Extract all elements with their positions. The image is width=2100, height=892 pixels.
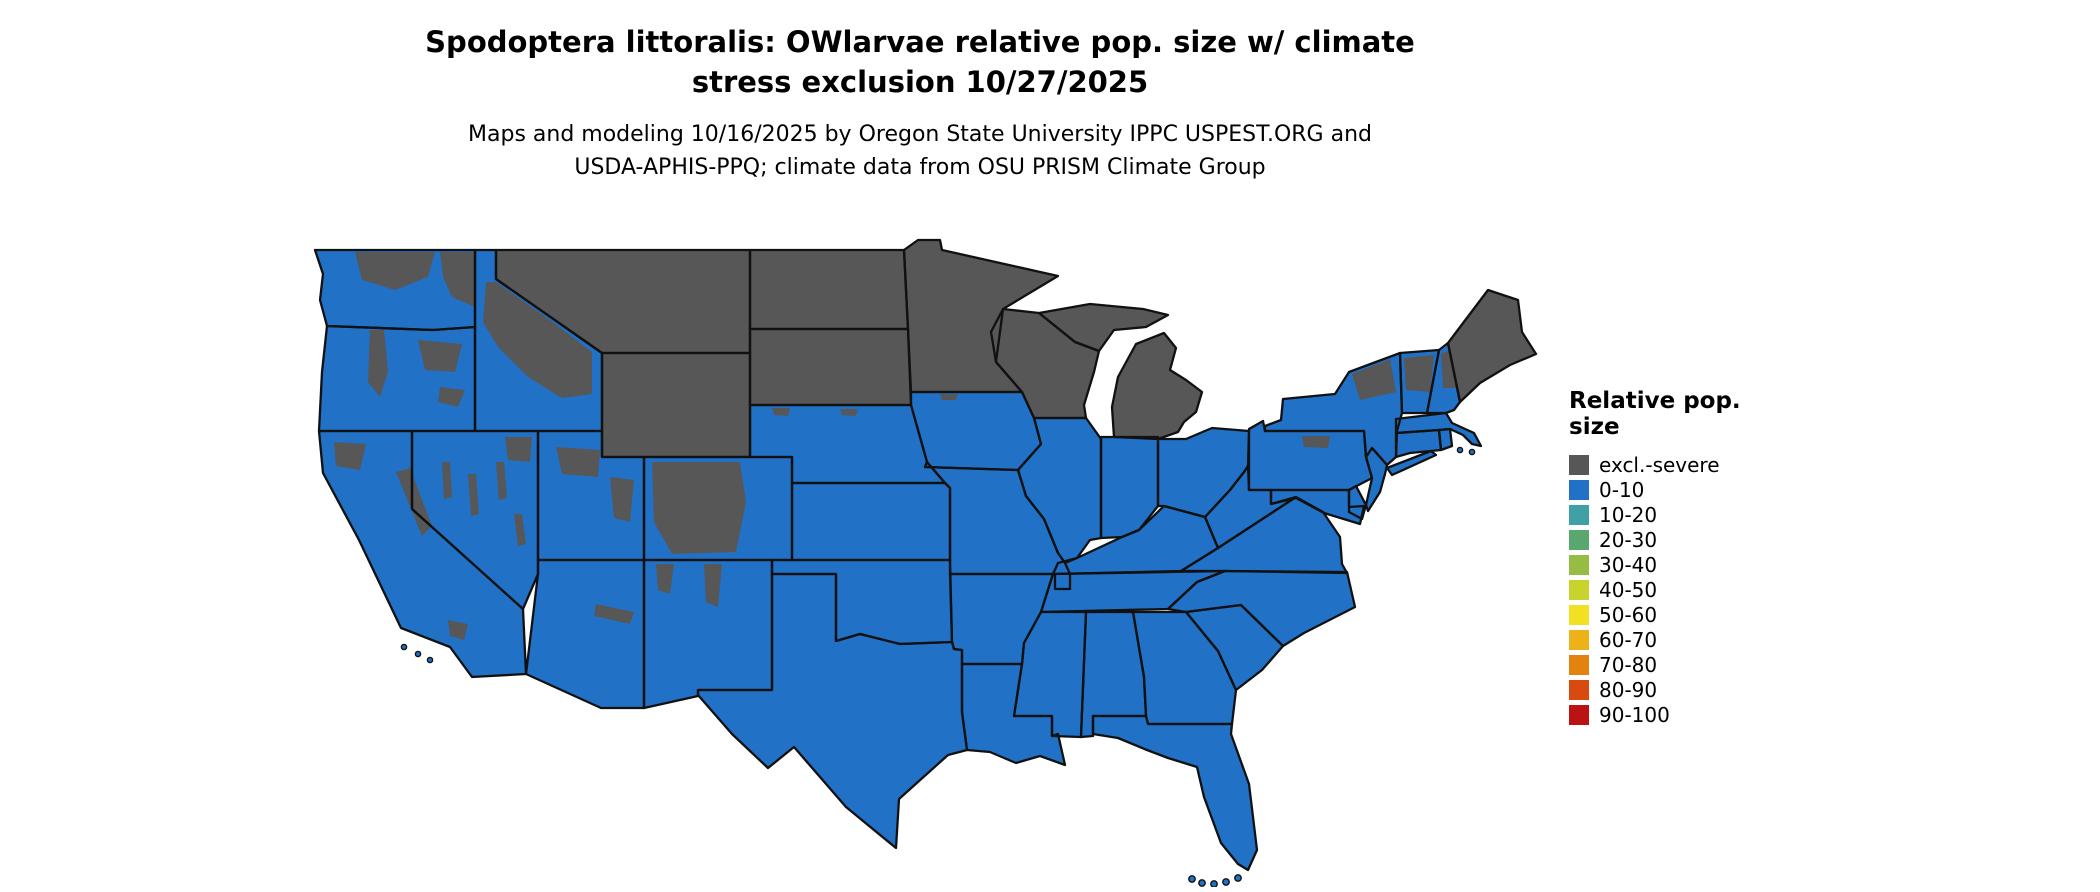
legend-label: 30-40 <box>1599 552 1658 577</box>
legend-item: excl.-severe <box>1569 452 1799 477</box>
legend-item: 80-90 <box>1569 677 1799 702</box>
page-subtitle-line1: Maps and modeling 10/16/2025 by Oregon S… <box>468 122 1372 148</box>
legend-label: 10-20 <box>1599 502 1658 527</box>
us-map <box>313 238 1538 888</box>
page-subtitle: Maps and modeling 10/16/2025 by Oregon S… <box>300 118 1540 184</box>
legend-item: 0-10 <box>1569 477 1799 502</box>
legend-label: 90-100 <box>1599 702 1670 727</box>
legend-item: 70-80 <box>1569 652 1799 677</box>
legend-label: 70-80 <box>1599 652 1658 677</box>
legend-title: Relative pop. size <box>1569 388 1741 440</box>
legend-swatch-60-70 <box>1569 629 1589 650</box>
legend-item: 40-50 <box>1569 577 1799 602</box>
legend-label: 60-70 <box>1599 627 1658 652</box>
map-legend: Relative pop. size excl.-severe 0-10 10-… <box>1569 388 1799 727</box>
legend-item: 10-20 <box>1569 502 1799 527</box>
map-canvas <box>300 222 1540 888</box>
map-header: Spodoptera littoralis: OWlarvae relative… <box>300 22 1540 184</box>
legend-label: 80-90 <box>1599 677 1658 702</box>
legend-swatch-80-90 <box>1569 679 1589 700</box>
exclusion-patches <box>334 252 1456 640</box>
page-title-line1: Spodoptera littoralis: OWlarvae relative… <box>425 25 1415 59</box>
legend-swatch-20-30 <box>1569 529 1589 550</box>
legend-swatch-10-20 <box>1569 504 1589 525</box>
legend-swatch-50-60 <box>1569 604 1589 625</box>
legend-swatch-excl-severe <box>1569 454 1589 475</box>
page-subtitle-line2: USDA-APHIS-PPQ; climate data from OSU PR… <box>574 155 1266 181</box>
legend-item: 50-60 <box>1569 602 1799 627</box>
legend-label: 0-10 <box>1599 477 1645 502</box>
legend-item: 60-70 <box>1569 627 1799 652</box>
coastal-islands <box>400 446 1476 888</box>
legend-swatch-30-40 <box>1569 554 1589 575</box>
legend-label: 50-60 <box>1599 602 1658 627</box>
legend-swatch-0-10 <box>1569 479 1589 500</box>
legend-item: 20-30 <box>1569 527 1799 552</box>
legend-item: 30-40 <box>1569 552 1799 577</box>
legend-swatch-40-50 <box>1569 579 1589 600</box>
legend-swatch-70-80 <box>1569 654 1589 675</box>
legend-item: 90-100 <box>1569 702 1799 727</box>
page-title: Spodoptera littoralis: OWlarvae relative… <box>300 22 1540 102</box>
legend-label: 20-30 <box>1599 527 1658 552</box>
legend-label: excl.-severe <box>1599 452 1720 477</box>
legend-label: 40-50 <box>1599 577 1658 602</box>
page-title-line2: stress exclusion 10/27/2025 <box>691 65 1149 100</box>
legend-swatch-90-100 <box>1569 704 1589 725</box>
